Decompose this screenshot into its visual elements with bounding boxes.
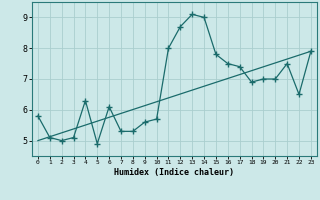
- X-axis label: Humidex (Indice chaleur): Humidex (Indice chaleur): [115, 168, 234, 177]
